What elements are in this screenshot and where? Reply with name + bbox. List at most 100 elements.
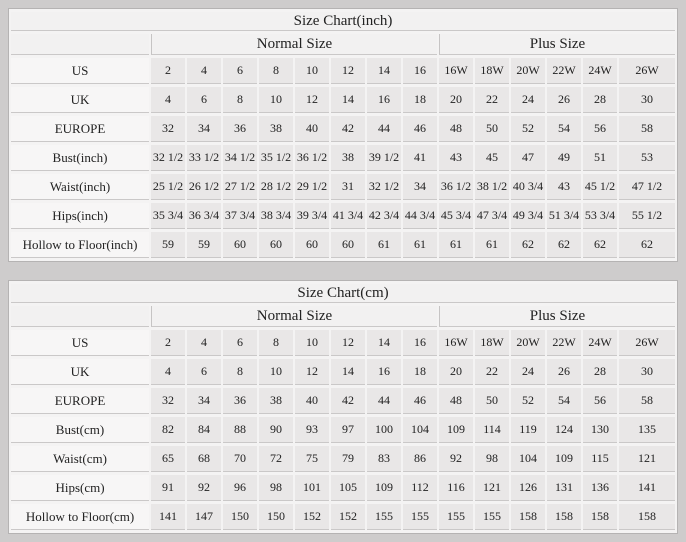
size-value-cell: 35 1/2: [259, 145, 293, 171]
size-value-cell: 18W: [475, 58, 509, 84]
size-chart-cm-body: Size Chart(cm) Normal Size Plus Size US 2…: [11, 284, 675, 530]
size-value-cell: 34: [187, 388, 221, 414]
size-value-cell: 36 1/2: [295, 145, 329, 171]
row-label: Hips(inch): [11, 203, 149, 229]
size-value-cell: 4: [187, 330, 221, 356]
size-value-cell: 92: [187, 475, 221, 501]
size-value-cell: 72: [259, 446, 293, 472]
table-row: Hollow to Floor(inch) 59 59 60 60 60 60 61 61 61 6…: [11, 232, 675, 258]
size-value-cell: 6: [187, 87, 221, 113]
size-value-cell: 20: [439, 359, 473, 385]
size-value-cell: 20W: [511, 330, 545, 356]
size-value-cell: 61: [439, 232, 473, 258]
size-value-cell: 22: [475, 87, 509, 113]
size-value-cell: 56: [583, 388, 617, 414]
table-row: Hips(inch) 35 3/4 36 3/4 37 3/4 38 3/4 39 3/4…: [11, 203, 675, 229]
size-value-cell: 22W: [547, 330, 581, 356]
size-value-cell: 104: [511, 446, 545, 472]
row-label: Hollow to Floor(cm): [11, 504, 149, 530]
size-value-cell: 36 1/2: [439, 174, 473, 200]
size-value-cell: 12: [295, 359, 329, 385]
table-row: US 2 4 6 8 10 12 14 16 16W 18W 20W 22W 24W 26W: [11, 58, 675, 84]
size-value-cell: 32 1/2: [367, 174, 401, 200]
row-label: US: [11, 330, 149, 356]
size-value-cell: 150: [223, 504, 257, 530]
size-value-cell: 141: [619, 475, 675, 501]
size-value-cell: 25 1/2: [151, 174, 185, 200]
size-value-cell: 6: [187, 359, 221, 385]
table-row: Bust(cm) 82 84 88 90 93 97 100 104 109 114 119 124 13…: [11, 417, 675, 443]
size-value-cell: 147: [187, 504, 221, 530]
size-value-cell: 100: [367, 417, 401, 443]
size-value-cell: 97: [331, 417, 365, 443]
size-value-cell: 14: [367, 330, 401, 356]
size-value-cell: 112: [403, 475, 437, 501]
size-value-cell: 16: [403, 58, 437, 84]
size-value-cell: 51: [583, 145, 617, 171]
size-value-cell: 58: [619, 388, 675, 414]
size-value-cell: 20W: [511, 58, 545, 84]
size-value-cell: 24W: [583, 58, 617, 84]
size-value-cell: 48: [439, 388, 473, 414]
size-value-cell: 31: [331, 174, 365, 200]
size-value-cell: 83: [367, 446, 401, 472]
size-value-cell: 8: [223, 359, 257, 385]
size-chart-inch-body: Size Chart(inch) Normal Size Plus Size U…: [11, 12, 675, 258]
size-value-cell: 158: [619, 504, 675, 530]
size-value-cell: 41 3/4: [331, 203, 365, 229]
size-value-cell: 53: [619, 145, 675, 171]
size-value-cell: 36: [223, 116, 257, 142]
table-title-row: Size Chart(inch): [11, 12, 675, 31]
size-value-cell: 42: [331, 116, 365, 142]
size-value-cell: 18: [403, 359, 437, 385]
size-value-cell: 16W: [439, 58, 473, 84]
size-value-cell: 54: [547, 388, 581, 414]
table-title: Size Chart(inch): [11, 12, 675, 31]
size-value-cell: 130: [583, 417, 617, 443]
size-value-cell: 10: [295, 330, 329, 356]
size-value-cell: 14: [367, 58, 401, 84]
size-value-cell: 6: [223, 58, 257, 84]
size-value-cell: 26: [547, 87, 581, 113]
size-value-cell: 14: [331, 359, 365, 385]
size-value-cell: 59: [151, 232, 185, 258]
size-value-cell: 61: [367, 232, 401, 258]
table-row: Hips(cm) 91 92 96 98 101 105 109 112 116 121 126 131…: [11, 475, 675, 501]
size-chart-cm-table: Size Chart(cm) Normal Size Plus Size US 2…: [8, 280, 678, 534]
size-value-cell: 46: [403, 388, 437, 414]
size-value-cell: 93: [295, 417, 329, 443]
size-value-cell: 90: [259, 417, 293, 443]
size-value-cell: 135: [619, 417, 675, 443]
size-value-cell: 27 1/2: [223, 174, 257, 200]
size-value-cell: 4: [187, 58, 221, 84]
size-value-cell: 20: [439, 87, 473, 113]
size-value-cell: 60: [259, 232, 293, 258]
table-row: US 2 4 6 8 10 12 14 16 16W 18W 20W 22W 24W 26W: [11, 330, 675, 356]
size-value-cell: 34: [187, 116, 221, 142]
table-title: Size Chart(cm): [11, 284, 675, 303]
size-value-cell: 16: [403, 330, 437, 356]
size-value-cell: 55 1/2: [619, 203, 675, 229]
size-value-cell: 54: [547, 116, 581, 142]
size-value-cell: 109: [547, 446, 581, 472]
size-value-cell: 51 3/4: [547, 203, 581, 229]
plus-size-header: Plus Size: [439, 306, 675, 327]
size-value-cell: 124: [547, 417, 581, 443]
size-value-cell: 6: [223, 330, 257, 356]
size-value-cell: 68: [187, 446, 221, 472]
row-label: Bust(cm): [11, 417, 149, 443]
row-label: US: [11, 58, 149, 84]
size-value-cell: 12: [295, 87, 329, 113]
table-row: Waist(cm) 65 68 70 72 75 79 83 86 92 98 104 109 115 12…: [11, 446, 675, 472]
size-value-cell: 101: [295, 475, 329, 501]
row-label: UK: [11, 87, 149, 113]
size-value-cell: 88: [223, 417, 257, 443]
row-label: UK: [11, 359, 149, 385]
size-value-cell: 56: [583, 116, 617, 142]
row-label: Bust(inch): [11, 145, 149, 171]
size-value-cell: 42: [331, 388, 365, 414]
size-value-cell: 126: [511, 475, 545, 501]
size-value-cell: 47 3/4: [475, 203, 509, 229]
size-value-cell: 26W: [619, 330, 675, 356]
